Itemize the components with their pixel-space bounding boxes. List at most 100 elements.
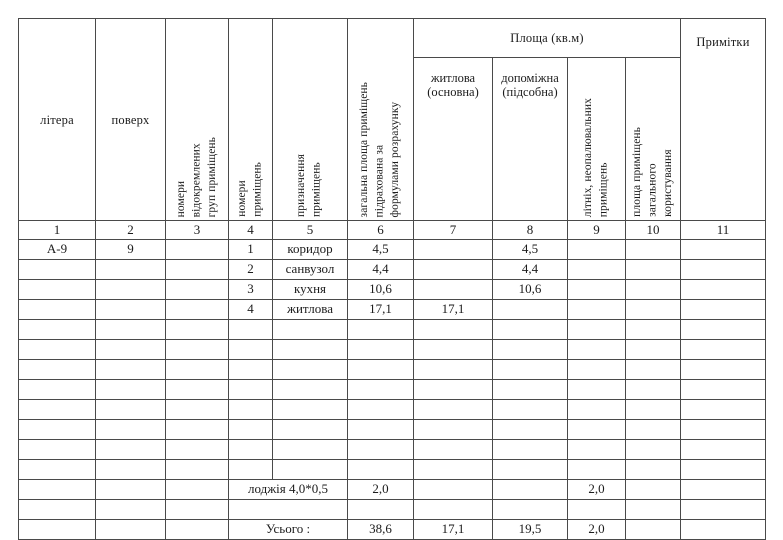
cell-common-area: [625, 499, 681, 520]
cell-common-area: [625, 379, 681, 400]
cell-litera: [18, 479, 96, 500]
cell-common-area: [625, 479, 681, 500]
cell-purpose: [272, 319, 348, 340]
cell-litera: [18, 519, 96, 540]
cell-auxiliary-area: [492, 339, 568, 360]
cell-total-area: 38,6: [347, 519, 414, 540]
cell-group-number: [165, 459, 229, 480]
cell-total-area: [347, 399, 414, 420]
cell-litera: [18, 299, 96, 320]
table-row: [18, 359, 766, 380]
cell-litera: [18, 499, 96, 520]
cell-group-number: [165, 339, 229, 360]
cell-litera: [18, 439, 96, 460]
cell-auxiliary-area: [492, 419, 568, 440]
col-num-2: 2: [95, 220, 166, 240]
header-unheated-area: літніх, неопалювальних приміщень: [567, 57, 626, 221]
cell-group-number: [165, 479, 229, 500]
cell-notes: [680, 319, 766, 340]
table-row: [18, 379, 766, 400]
cell-poverkh: [95, 499, 166, 520]
cell-total-area: 4,4: [347, 259, 414, 280]
cell-purpose: коридор: [272, 239, 348, 260]
col-num-8: 8: [492, 220, 568, 240]
balcony-label: лоджія 4,0*0,5: [228, 479, 348, 500]
premises-area-table: літера поверх номери відокремлених груп …: [18, 18, 766, 540]
cell-premise-number: 4: [228, 299, 273, 320]
cell-common-area: [625, 439, 681, 460]
cell-auxiliary-area: [492, 459, 568, 480]
cell-common-area: [625, 359, 681, 380]
header-purpose: призначення приміщень: [272, 18, 348, 221]
cell-unheated-area: [567, 439, 626, 460]
cell-group-number: [165, 259, 229, 280]
cell-premise-number: 1: [228, 239, 273, 260]
cell-litera: [18, 319, 96, 340]
cell-total-area: 4,5: [347, 239, 414, 260]
table-row: А-9 9 1 коридор 4,5 4,5: [18, 239, 766, 260]
cell-common-area: [625, 239, 681, 260]
cell-living-area: [413, 279, 493, 300]
cell-common-area: [625, 259, 681, 280]
table-row: 4 житлова 17,1 17,1: [18, 299, 766, 320]
cell-poverkh: [95, 419, 166, 440]
table-body: А-9 9 1 коридор 4,5 4,5 2 санвузол 4,4 4,4 3 кухня 1…: [18, 239, 766, 540]
column-number-row: 1 2 3 4 5 6 7 8 9 10 11: [18, 220, 766, 240]
table-row: 3 кухня 10,6 10,6: [18, 279, 766, 300]
cell-poverkh: 9: [95, 239, 166, 260]
cell-poverkh: [95, 299, 166, 320]
cell-poverkh: [95, 459, 166, 480]
cell-group-number: [165, 379, 229, 400]
cell-premise-number: [228, 399, 273, 420]
cell-notes: [680, 379, 766, 400]
table-row: [18, 419, 766, 440]
cell-living-area: [413, 479, 493, 500]
cell-unheated-area: [567, 379, 626, 400]
header-row-sub: житлова (основна) допоміжна (підсобна) л…: [19, 57, 766, 221]
document-page: літера поверх номери відокремлених груп …: [18, 18, 766, 540]
cell-group-number: [165, 239, 229, 260]
cell-notes: [680, 499, 766, 520]
table-row: 2 санвузол 4,4 4,4: [18, 259, 766, 280]
spacer-label: [228, 499, 348, 520]
cell-living-area: [413, 379, 493, 400]
cell-total-area: 17,1: [347, 299, 414, 320]
table-head: літера поверх номери відокремлених груп …: [18, 18, 766, 240]
cell-purpose: кухня: [272, 279, 348, 300]
header-row-top: літера поверх номери відокремлених груп …: [18, 18, 766, 221]
header-total-area-formula-label: загальна площа приміщень підрахована за …: [358, 81, 402, 217]
cell-living-area: [413, 359, 493, 380]
cell-premise-number: [228, 379, 273, 400]
cell-litera: [18, 359, 96, 380]
cell-premise-number: 2: [228, 259, 273, 280]
cell-poverkh: [95, 519, 166, 540]
cell-poverkh: [95, 339, 166, 360]
cell-unheated-area: 2,0: [567, 519, 626, 540]
cell-notes: [680, 299, 766, 320]
cell-purpose: житлова: [272, 299, 348, 320]
cell-group-number: [165, 399, 229, 420]
cell-living-area: [413, 399, 493, 420]
cell-living-area: [413, 439, 493, 460]
cell-total-area: [347, 339, 414, 360]
cell-auxiliary-area: [492, 499, 568, 520]
cell-group-number: [165, 419, 229, 440]
cell-poverkh: [95, 279, 166, 300]
cell-premise-number: [228, 419, 273, 440]
cell-purpose: [272, 359, 348, 380]
cell-living-area: [413, 419, 493, 440]
cell-common-area: [625, 419, 681, 440]
cell-litera: [18, 339, 96, 360]
header-group-numbers-label: номери відокремлених груп приміщень: [174, 136, 218, 217]
cell-premise-number: [228, 339, 273, 360]
cell-litera: [18, 459, 96, 480]
header-group-numbers: номери відокремлених груп приміщень: [165, 18, 229, 221]
totals-row: Усього :38,6 17,1 19,5 2,0: [18, 519, 766, 540]
cell-poverkh: [95, 359, 166, 380]
cell-living-area: [413, 319, 493, 340]
cell-litera: [18, 259, 96, 280]
cell-purpose: [272, 339, 348, 360]
cell-notes: [680, 419, 766, 440]
cell-unheated-area: [567, 339, 626, 360]
cell-poverkh: [95, 379, 166, 400]
